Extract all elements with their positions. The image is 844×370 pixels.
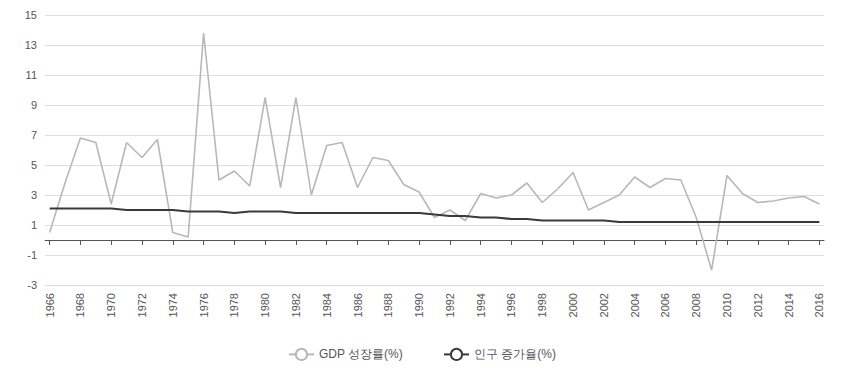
svg-text:3: 3	[31, 189, 37, 201]
svg-text:1992: 1992	[444, 293, 456, 317]
svg-text:2004: 2004	[629, 293, 641, 317]
svg-text:2016: 2016	[813, 293, 825, 317]
svg-text:1972: 1972	[136, 293, 148, 317]
svg-text:-1: -1	[27, 249, 37, 261]
svg-text:-3: -3	[27, 279, 37, 291]
svg-text:13: 13	[25, 39, 37, 51]
svg-text:15: 15	[25, 9, 37, 21]
svg-text:1990: 1990	[413, 293, 425, 317]
svg-text:1980: 1980	[259, 293, 271, 317]
svg-text:1994: 1994	[475, 293, 487, 317]
svg-text:1974: 1974	[167, 293, 179, 317]
svg-text:11: 11	[26, 69, 37, 81]
svg-text:1996: 1996	[505, 293, 517, 317]
svg-text:인구 증가율(%): 인구 증가율(%)	[474, 347, 556, 361]
svg-text:2000: 2000	[567, 293, 579, 317]
svg-text:2002: 2002	[598, 293, 610, 317]
svg-text:GDP 성장률(%): GDP 성장률(%)	[319, 347, 403, 361]
svg-text:1966: 1966	[44, 293, 56, 317]
svg-text:2008: 2008	[690, 293, 702, 317]
svg-text:9: 9	[31, 99, 37, 111]
svg-text:1: 1	[31, 219, 37, 231]
svg-text:1988: 1988	[382, 293, 394, 317]
svg-text:2006: 2006	[659, 293, 671, 317]
svg-text:2010: 2010	[721, 293, 733, 317]
svg-text:1968: 1968	[74, 293, 86, 317]
svg-text:1982: 1982	[290, 293, 302, 317]
svg-text:5: 5	[31, 159, 37, 171]
svg-text:1978: 1978	[228, 293, 240, 317]
svg-text:2012: 2012	[752, 293, 764, 317]
svg-text:2014: 2014	[783, 293, 795, 317]
svg-text:1970: 1970	[105, 293, 117, 317]
svg-text:7: 7	[31, 129, 37, 141]
svg-text:1984: 1984	[321, 293, 333, 317]
svg-text:1986: 1986	[352, 293, 364, 317]
svg-text:1998: 1998	[536, 293, 548, 317]
svg-text:1976: 1976	[198, 293, 210, 317]
